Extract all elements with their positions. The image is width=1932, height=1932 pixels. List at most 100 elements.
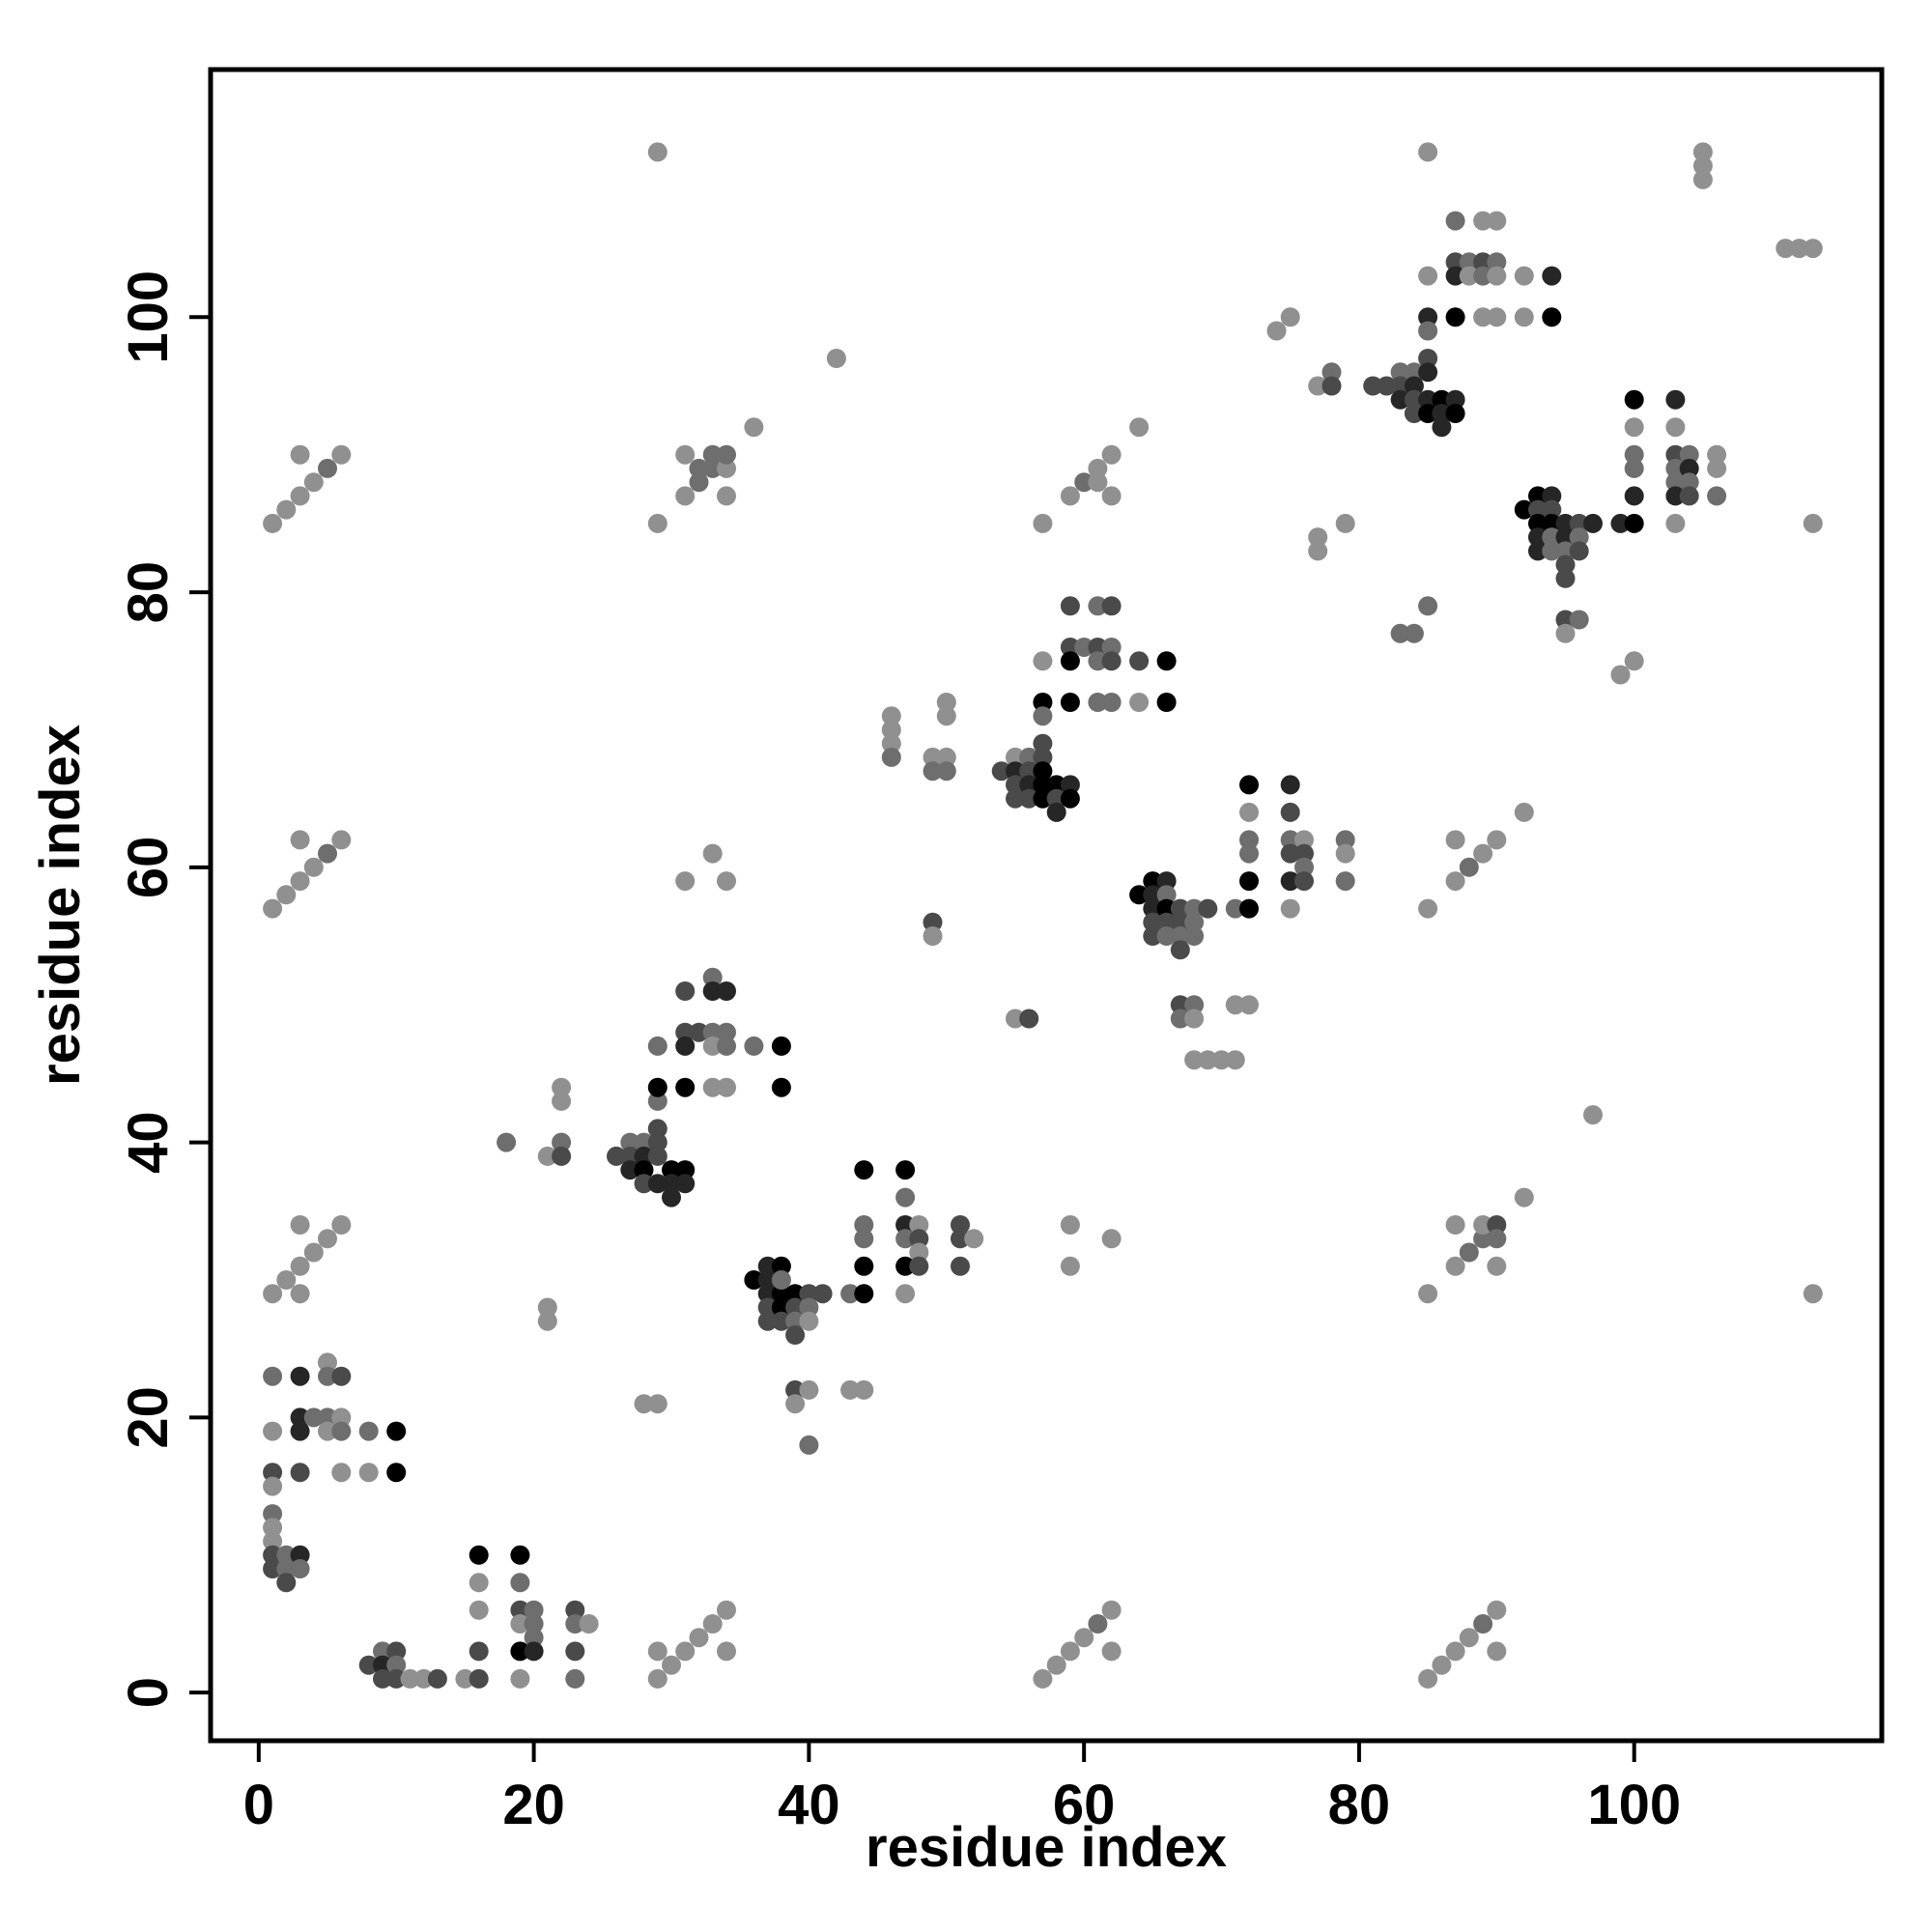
contact-point: [785, 1311, 806, 1331]
contact-point: [923, 926, 943, 946]
contact-point: [757, 1297, 778, 1318]
contact-point: [1390, 362, 1410, 383]
x-axis: 0 20 40 60 80 100: [243, 1741, 1681, 1836]
contact-point: [662, 1174, 681, 1194]
contact-point: [290, 486, 310, 506]
contact-point: [799, 1311, 819, 1331]
contact-point: [1184, 1009, 1205, 1029]
contact-point: [799, 1379, 819, 1400]
contact-point: [923, 761, 943, 781]
contact-point: [276, 1573, 297, 1593]
contact-point: [1487, 266, 1507, 286]
y-tick-label: 60: [117, 837, 180, 899]
contact-point: [1239, 775, 1259, 795]
contact-point: [1088, 651, 1108, 671]
contact-point: [1129, 693, 1150, 712]
contact-point: [1583, 513, 1603, 533]
contact-point: [276, 885, 297, 905]
contact-point: [331, 1463, 352, 1483]
contact-point: [1692, 169, 1713, 189]
contact-point: [717, 1641, 736, 1662]
contact-point: [1555, 513, 1576, 533]
contact-point: [290, 1366, 310, 1386]
contact-point: [552, 1091, 572, 1111]
contact-point: [634, 1146, 654, 1166]
contact-point: [1487, 1256, 1507, 1276]
contact-point: [1156, 885, 1177, 905]
contact-point: [1528, 527, 1548, 548]
contact-point: [675, 981, 696, 1001]
contact-point: [1555, 541, 1576, 561]
contact-point: [1692, 156, 1713, 176]
contact-point: [331, 1366, 352, 1386]
contact-point: [1514, 1187, 1534, 1208]
contact-point: [1445, 871, 1465, 892]
contact-point: [702, 444, 723, 465]
contact-point: [290, 1215, 310, 1235]
contact-point: [1542, 307, 1562, 327]
contact-point: [1280, 775, 1300, 795]
contact-point: [1445, 1256, 1465, 1276]
contact-point: [276, 499, 297, 520]
contact-point: [1404, 389, 1424, 410]
points-layer: [263, 142, 1823, 1689]
contact-point: [1665, 458, 1686, 478]
contact-point: [771, 1256, 791, 1276]
contact-point: [1418, 1284, 1438, 1304]
y-tick-label: 0: [117, 1677, 180, 1708]
contact-point: [524, 1614, 544, 1634]
contact-point: [469, 1573, 489, 1593]
contact-point: [373, 1655, 392, 1675]
contact-point: [290, 830, 310, 850]
contact-point: [1239, 843, 1259, 864]
contact-point: [318, 1229, 337, 1249]
contact-point: [1060, 1215, 1080, 1235]
contact-point: [303, 1242, 324, 1263]
contact-point: [1006, 775, 1025, 795]
contact-point: [854, 1215, 874, 1235]
contact-point: [799, 1284, 819, 1304]
contact-point: [936, 706, 956, 726]
contact-point: [964, 1229, 984, 1249]
contact-point: [1033, 1668, 1053, 1689]
contact-point: [1156, 651, 1177, 671]
y-tick-label: 20: [117, 1386, 180, 1449]
contact-point: [331, 1215, 352, 1235]
contact-point: [757, 1284, 778, 1304]
contact-point: [1101, 486, 1122, 506]
contact-point: [1101, 1600, 1122, 1620]
contact-point: [1473, 252, 1493, 272]
contact-point: [318, 1421, 337, 1441]
contact-point: [1528, 499, 1548, 520]
contact-point: [1624, 458, 1644, 478]
contact-point: [386, 1421, 407, 1441]
contact-point: [263, 1421, 283, 1441]
contact-point: [744, 1036, 764, 1056]
plot-frame: [208, 67, 1885, 1744]
contact-point: [675, 444, 696, 465]
x-tick-label: 20: [502, 1774, 565, 1836]
contact-point: [647, 1091, 668, 1111]
contact-point: [1487, 1215, 1507, 1235]
contact-point: [771, 1077, 791, 1097]
contact-point: [1473, 307, 1493, 327]
contact-point: [1528, 513, 1548, 533]
contact-point: [895, 1215, 916, 1235]
contact-point: [510, 1614, 530, 1634]
contact-point: [1432, 389, 1452, 410]
contact-point: [1170, 926, 1190, 946]
contact-point: [702, 967, 723, 987]
contact-point: [744, 417, 764, 438]
contact-point: [936, 761, 956, 781]
contact-point: [276, 1559, 297, 1578]
contact-point: [318, 843, 337, 864]
contact-point: [991, 761, 1011, 781]
contact-point: [1006, 788, 1025, 809]
contact-point: [318, 1352, 337, 1373]
contact-point: [1060, 651, 1080, 671]
contact-point: [1335, 843, 1355, 864]
contact-point: [895, 1284, 916, 1304]
contact-point: [1624, 417, 1644, 438]
contact-point: [1225, 898, 1245, 919]
